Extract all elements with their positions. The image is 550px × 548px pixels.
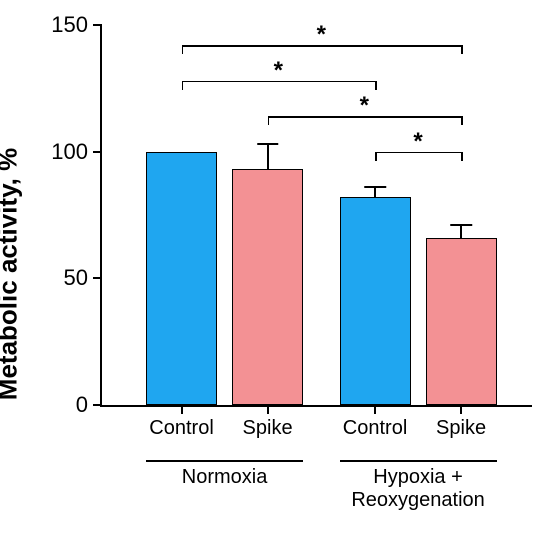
y-tick <box>93 404 102 406</box>
x-tick <box>374 405 376 414</box>
group-underline <box>146 460 303 462</box>
significance-star: * <box>413 128 422 156</box>
y-tick-label: 100 <box>51 139 88 165</box>
error-cap <box>257 143 279 145</box>
error-cap <box>450 224 472 226</box>
y-tick-label: 0 <box>76 392 88 418</box>
x-tick-label: Control <box>343 417 407 440</box>
error-cap <box>364 186 386 188</box>
plot-area: 050100150ControlSpikeControlSpikeNormoxi… <box>100 25 532 407</box>
x-tick <box>267 405 269 414</box>
x-tick-label: Spike <box>436 417 486 440</box>
error-bar <box>267 144 269 169</box>
y-tick <box>93 151 102 153</box>
group-underline <box>340 460 497 462</box>
y-tick <box>93 24 102 26</box>
error-bar <box>374 187 376 197</box>
error-bar <box>460 225 462 238</box>
x-tick <box>181 405 183 414</box>
y-tick-label: 50 <box>64 265 88 291</box>
metabolic-activity-chart: Metabolic activity, % 050100150ControlSp… <box>0 0 550 548</box>
bar <box>426 238 497 405</box>
group-label: Hypoxia +Reoxygenation <box>351 466 484 512</box>
y-tick <box>93 277 102 279</box>
significance-star: * <box>274 57 283 85</box>
bar <box>146 152 217 405</box>
y-axis-label: Metabolic activity, % <box>0 148 24 400</box>
bar <box>340 197 411 405</box>
y-tick-label: 150 <box>51 12 88 38</box>
group-label: Normoxia <box>182 466 268 489</box>
x-tick <box>460 405 462 414</box>
x-tick-label: Spike <box>243 417 293 440</box>
x-tick-label: Control <box>149 417 213 440</box>
bar <box>232 169 303 405</box>
significance-star: * <box>317 21 326 49</box>
significance-star: * <box>360 92 369 120</box>
